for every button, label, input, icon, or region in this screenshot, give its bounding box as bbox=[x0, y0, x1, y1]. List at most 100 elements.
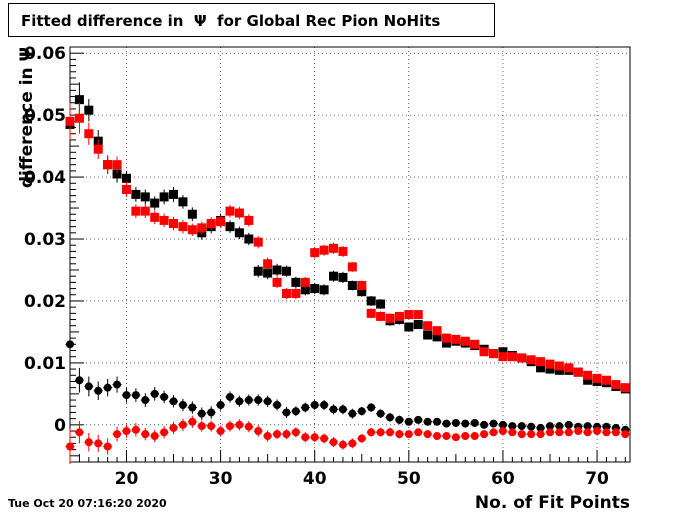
data-point bbox=[611, 380, 621, 390]
data-point bbox=[573, 367, 583, 377]
data-point bbox=[94, 439, 103, 448]
data-point bbox=[394, 311, 404, 321]
data-point bbox=[282, 408, 291, 417]
data-point bbox=[197, 223, 207, 233]
data-point bbox=[254, 396, 263, 405]
data-point bbox=[376, 428, 385, 437]
x-tick-label: 30 bbox=[209, 469, 233, 489]
y-tick-label: 0.04 bbox=[24, 168, 66, 188]
data-point bbox=[507, 352, 517, 362]
data-point bbox=[555, 422, 564, 431]
data-point bbox=[404, 417, 413, 426]
data-point bbox=[216, 217, 226, 227]
data-point bbox=[386, 428, 394, 437]
data-point bbox=[338, 246, 348, 256]
data-point bbox=[319, 245, 329, 255]
y-tick-label: 0.02 bbox=[24, 292, 66, 312]
data-point bbox=[620, 383, 630, 393]
data-point bbox=[94, 386, 103, 395]
data-point bbox=[226, 392, 234, 401]
data-point bbox=[234, 228, 244, 238]
data-point bbox=[103, 160, 113, 170]
data-point bbox=[470, 339, 480, 349]
data-point bbox=[253, 266, 263, 276]
x-axis-label: No. of Fit Points bbox=[475, 493, 630, 513]
data-point bbox=[197, 422, 206, 431]
data-point bbox=[527, 422, 536, 431]
data-point bbox=[517, 430, 526, 439]
x-tick-label: 20 bbox=[115, 469, 139, 489]
data-point bbox=[480, 420, 489, 429]
data-point bbox=[216, 427, 225, 436]
data-point bbox=[602, 428, 611, 437]
chart-title: Fitted difference in Ψ for Global Rec Pi… bbox=[8, 3, 495, 37]
data-point bbox=[187, 225, 197, 235]
x-tick-label: 60 bbox=[491, 469, 515, 489]
data-point bbox=[583, 375, 593, 385]
data-point bbox=[282, 430, 291, 439]
data-point bbox=[281, 266, 291, 276]
data-point bbox=[216, 401, 225, 410]
data-point bbox=[329, 271, 339, 281]
data-point bbox=[423, 330, 433, 340]
data-point bbox=[366, 296, 376, 306]
data-point bbox=[536, 357, 546, 367]
data-point bbox=[244, 215, 254, 225]
data-point bbox=[555, 428, 564, 437]
data-point bbox=[263, 431, 272, 440]
data-point bbox=[244, 396, 253, 405]
data-point bbox=[122, 427, 131, 436]
data-point bbox=[479, 347, 489, 357]
data-point bbox=[140, 192, 150, 202]
data-point bbox=[564, 363, 574, 373]
data-point bbox=[141, 396, 150, 405]
data-point bbox=[470, 418, 479, 427]
data-point bbox=[583, 428, 592, 437]
data-point bbox=[395, 430, 404, 439]
data-point bbox=[489, 428, 498, 437]
data-point bbox=[460, 336, 470, 346]
data-point bbox=[404, 310, 414, 320]
data-point bbox=[263, 397, 272, 406]
data-point bbox=[517, 353, 527, 363]
data-point bbox=[206, 219, 216, 229]
data-point bbox=[423, 321, 433, 331]
data-point bbox=[564, 428, 573, 437]
data-point bbox=[131, 391, 140, 400]
data-point bbox=[498, 427, 507, 436]
data-point bbox=[601, 375, 611, 385]
data-point bbox=[357, 407, 366, 416]
data-point bbox=[84, 438, 93, 447]
data-point bbox=[150, 212, 160, 222]
data-point bbox=[159, 215, 169, 225]
data-point bbox=[320, 401, 329, 410]
data-point bbox=[103, 442, 112, 451]
data-point bbox=[546, 428, 554, 437]
y-tick-label: 0.05 bbox=[24, 106, 66, 126]
data-point bbox=[310, 284, 320, 294]
data-point bbox=[347, 280, 357, 290]
data-point bbox=[593, 427, 602, 436]
y-tick-label: 0.03 bbox=[24, 230, 66, 250]
data-point bbox=[441, 333, 451, 343]
series-4 bbox=[65, 415, 630, 464]
data-point bbox=[254, 427, 263, 436]
data-point bbox=[113, 430, 122, 439]
data-point bbox=[121, 184, 131, 194]
data-point bbox=[310, 433, 319, 442]
data-point bbox=[226, 422, 234, 431]
data-point bbox=[357, 287, 367, 297]
data-point bbox=[263, 268, 273, 278]
y-tick-label: 0.06 bbox=[24, 44, 66, 64]
data-point bbox=[545, 359, 555, 369]
data-point bbox=[583, 422, 592, 431]
data-point bbox=[207, 422, 216, 431]
data-point bbox=[338, 272, 348, 282]
x-tick-label: 50 bbox=[397, 469, 421, 489]
data-point bbox=[433, 431, 442, 440]
data-point bbox=[273, 430, 282, 439]
data-point bbox=[84, 105, 94, 115]
data-point bbox=[545, 364, 555, 374]
data-point bbox=[498, 352, 508, 362]
data-point bbox=[480, 430, 489, 439]
